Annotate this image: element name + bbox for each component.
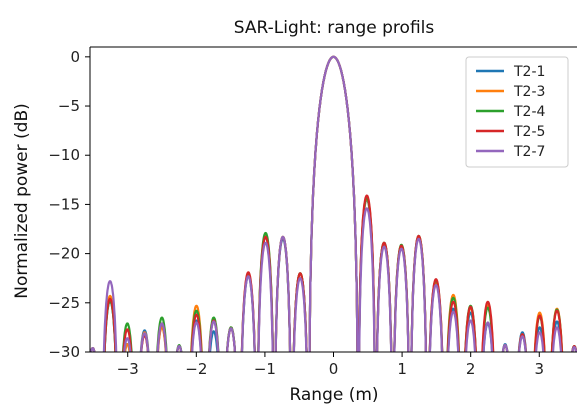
y-axis-title: Normalized power (dB) <box>12 103 32 298</box>
legend-label: T2-5 <box>513 124 545 140</box>
legend: T2-1 T2-3 T2-4 T2-5 T2-7 <box>465 56 569 168</box>
y-tick-label: −20 <box>48 245 80 263</box>
x-tick-label: 2 <box>466 360 476 378</box>
legend-box <box>465 56 569 168</box>
x-tick-label: 1 <box>397 360 407 378</box>
x-tick-label: −3 <box>117 360 139 378</box>
x-tick-label: −2 <box>185 360 207 378</box>
y-tick-label: 0 <box>70 48 80 66</box>
legend-label: T2-7 <box>513 144 545 160</box>
legend-label: T2-4 <box>513 104 546 120</box>
x-tick-label: −1 <box>254 360 276 378</box>
x-tick-label: 0 <box>329 360 339 378</box>
chart-title: SAR-Light: range profils <box>234 18 435 38</box>
series-layer <box>90 55 577 352</box>
y-tick-label: −15 <box>48 195 80 213</box>
x-axis-title: Range (m) <box>289 385 378 405</box>
y-tick-label: −30 <box>48 343 80 361</box>
legend-label: T2-3 <box>513 84 545 100</box>
y-tick-label: −10 <box>48 146 80 164</box>
x-tick-label: 3 <box>535 360 545 378</box>
y-tick-label: −5 <box>58 97 80 115</box>
series-line-t2-7 <box>90 55 577 352</box>
legend-label: T2-1 <box>513 64 545 80</box>
y-tick-label: −25 <box>48 294 80 312</box>
axes-layer: −3 −2 −1 0 1 2 30−5−10−15−20−25−30 <box>48 46 577 378</box>
